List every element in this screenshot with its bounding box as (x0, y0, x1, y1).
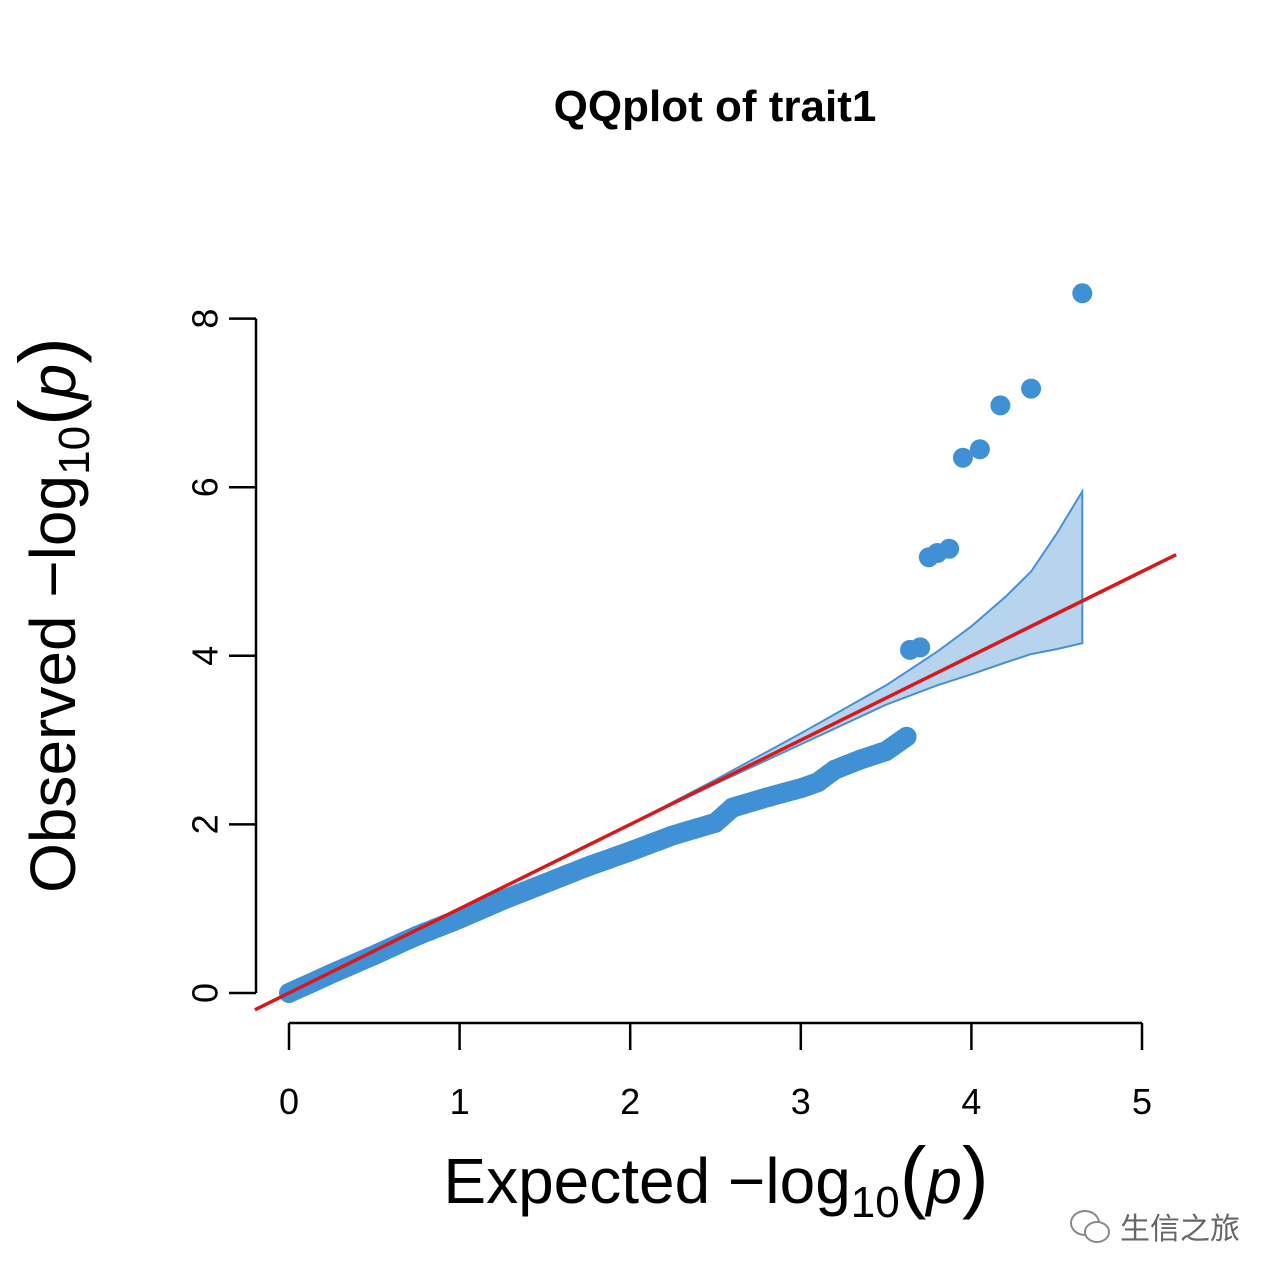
y-tick-label: 4 (185, 646, 226, 666)
x-axis-title-sub: 10 (851, 1178, 900, 1227)
outlier-point (990, 395, 1011, 416)
outlier-point (1072, 283, 1093, 304)
outlier-point (1021, 378, 1042, 399)
reference-line (254, 553, 1177, 1012)
outlier-point (939, 538, 960, 559)
y-tick-label: 8 (185, 309, 226, 329)
y-tick-label: 2 (185, 814, 226, 834)
y-axis-title: Observed −log10(p) (3, 337, 99, 893)
watermark: 生信之旅 (1070, 1204, 1240, 1248)
chart-title: QQplot of trait1 (554, 82, 877, 131)
y-axis-title-open: ( (3, 399, 92, 426)
y-axis-title-var: p (17, 364, 89, 402)
y-tick-label: 6 (185, 477, 226, 497)
y-axis: 0 2 4 6 8 (185, 309, 258, 1003)
x-tick-label: 2 (620, 1081, 640, 1122)
confidence-band-layer (288, 487, 1084, 994)
x-tick-label: 5 (1132, 1081, 1152, 1122)
x-axis-title: Expected −log10(p) (443, 1131, 988, 1227)
x-tick-label: 4 (961, 1081, 981, 1122)
x-tick-label: 0 (279, 1081, 299, 1122)
y-axis-title-sub: 10 (50, 426, 99, 475)
data-point (896, 726, 917, 747)
outlier-point (952, 447, 973, 468)
reference-line-layer (254, 553, 1177, 1012)
y-axis-title-close: ) (3, 337, 92, 364)
y-axis-title-prefix: Observed −log (17, 475, 89, 893)
outlier-point (969, 439, 990, 460)
x-axis-title-close: ) (962, 1131, 989, 1220)
x-axis-title-var: p (924, 1145, 962, 1217)
wechat-icon (1070, 1210, 1110, 1243)
confidence-band (288, 487, 1084, 994)
x-axis-title-prefix: Expected −log (443, 1145, 850, 1217)
x-axis: 0 1 2 3 4 5 (279, 1021, 1152, 1122)
x-axis-title-open: ( (900, 1131, 927, 1220)
x-tick-label: 1 (450, 1081, 470, 1122)
y-tick-label: 0 (185, 983, 226, 1003)
watermark-text: 生信之旅 (1120, 1212, 1240, 1247)
outlier-point (910, 637, 931, 658)
x-tick-label: 3 (791, 1081, 811, 1122)
